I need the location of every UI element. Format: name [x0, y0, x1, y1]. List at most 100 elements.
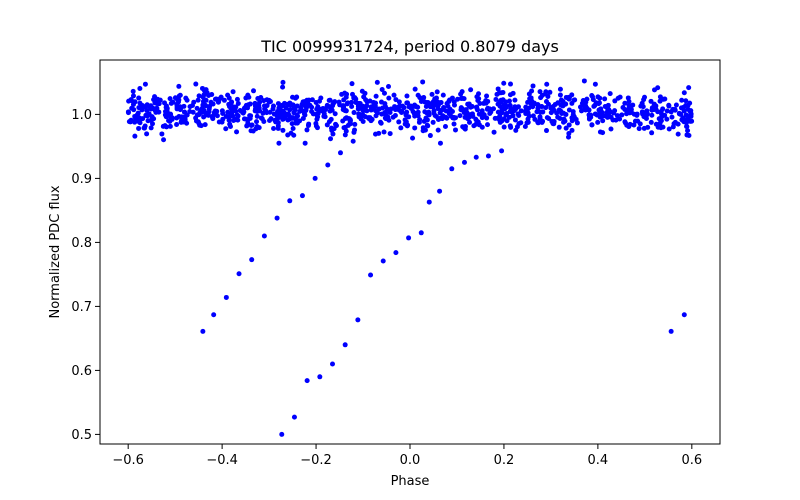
data-point	[353, 96, 359, 102]
data-point	[622, 119, 628, 125]
data-point	[404, 93, 410, 99]
data-point	[406, 235, 412, 241]
data-point	[214, 108, 220, 114]
y-tick-label: 1.0	[71, 108, 92, 123]
data-point	[264, 103, 270, 109]
data-point	[557, 92, 563, 98]
data-point	[408, 103, 414, 109]
data-point	[274, 215, 280, 221]
data-point	[473, 154, 479, 160]
data-point	[668, 109, 674, 115]
data-point	[662, 112, 668, 118]
data-point	[256, 125, 262, 131]
data-point	[252, 103, 258, 109]
data-point	[236, 271, 242, 277]
data-point	[440, 92, 446, 98]
data-point	[201, 108, 207, 113]
data-point	[570, 112, 576, 118]
data-point	[368, 117, 374, 123]
data-point	[583, 107, 589, 113]
data-point	[254, 113, 260, 119]
data-point	[153, 100, 159, 106]
data-point	[561, 110, 567, 116]
data-point	[608, 114, 614, 120]
data-point	[245, 105, 251, 111]
data-point	[566, 131, 572, 137]
data-point	[492, 115, 498, 121]
data-point	[212, 96, 218, 102]
data-point	[666, 103, 672, 109]
data-point	[245, 120, 251, 126]
data-point	[144, 131, 150, 137]
data-point	[142, 81, 148, 87]
data-point	[538, 95, 544, 101]
data-point	[581, 78, 587, 84]
data-point	[220, 116, 226, 122]
data-point	[177, 92, 183, 98]
data-point	[270, 103, 276, 109]
data-point	[546, 101, 551, 107]
data-point	[352, 127, 358, 133]
data-point	[128, 97, 134, 103]
data-point	[612, 98, 618, 104]
data-point	[475, 98, 481, 104]
data-point	[462, 114, 468, 120]
x-tick-label: −0.2	[300, 453, 332, 468]
data-point	[501, 124, 507, 130]
data-point	[658, 125, 664, 131]
data-point	[176, 113, 182, 119]
data-point	[294, 120, 300, 126]
data-point	[132, 133, 138, 139]
data-point	[152, 94, 158, 100]
data-point	[288, 130, 294, 136]
data-point	[503, 112, 509, 118]
data-point	[557, 116, 563, 121]
data-point	[655, 85, 661, 91]
data-point	[146, 111, 152, 117]
data-point	[392, 104, 398, 110]
data-point	[293, 115, 299, 121]
data-point	[679, 97, 685, 103]
data-point	[560, 103, 566, 109]
data-point	[330, 101, 336, 107]
data-point	[372, 103, 378, 109]
data-point	[476, 91, 482, 97]
data-point	[540, 118, 546, 124]
data-points	[125, 78, 695, 437]
data-point	[348, 99, 354, 105]
data-point	[357, 101, 363, 107]
data-point	[297, 108, 303, 114]
data-point	[485, 122, 490, 128]
data-point	[435, 127, 441, 133]
data-point	[424, 122, 430, 128]
data-point	[276, 114, 282, 120]
data-point	[163, 114, 169, 120]
data-point	[292, 95, 298, 101]
data-point	[391, 92, 397, 98]
data-point	[664, 108, 670, 114]
data-point	[451, 99, 457, 105]
data-point	[619, 112, 625, 118]
data-point	[417, 95, 423, 101]
x-tick-label: −0.6	[112, 453, 144, 468]
x-tick-label: 0.0	[400, 453, 421, 468]
data-point	[176, 83, 182, 89]
data-point	[291, 414, 297, 420]
data-point	[666, 126, 672, 132]
data-point	[261, 233, 267, 239]
data-point	[503, 104, 509, 110]
data-point	[333, 121, 339, 127]
data-point	[617, 94, 623, 100]
data-point	[683, 112, 689, 118]
data-point	[648, 119, 654, 125]
data-point	[276, 140, 282, 146]
data-point	[628, 107, 634, 113]
data-point	[392, 112, 398, 118]
data-point	[130, 101, 136, 107]
data-point	[368, 272, 374, 278]
data-point	[271, 126, 277, 132]
data-point	[306, 121, 312, 127]
data-point	[235, 117, 241, 123]
data-point	[544, 128, 549, 134]
x-tick-label: −0.4	[206, 453, 238, 468]
